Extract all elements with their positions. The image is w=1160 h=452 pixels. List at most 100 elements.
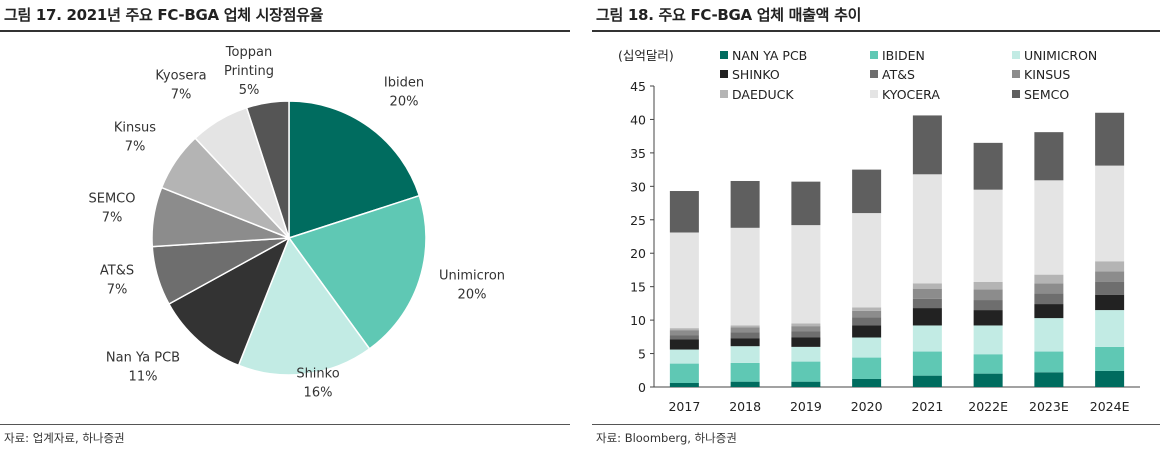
bar-segment-semco-2021 — [912, 115, 942, 175]
bar-segment-shinko-2022e — [973, 310, 1003, 326]
bar-segment-kyocera-2018 — [730, 227, 760, 326]
legend-label-kinsus: KINSUS — [1024, 67, 1070, 82]
pie-slice-ibiden — [288, 100, 421, 240]
bar-segment-kinsus-2023e — [1034, 283, 1064, 294]
y-tick-label: 5 — [638, 347, 646, 362]
bar-segment-unimicron-2019 — [791, 346, 821, 362]
bar-source-note: 자료: Bloomberg, 하나증권 — [596, 431, 737, 445]
bar-segment-kyocera-2022e — [973, 189, 1003, 282]
bar-segment-ibiden-2020 — [852, 357, 882, 379]
bar-segment-kinsus-2017 — [669, 330, 699, 336]
legend-label-at-s: AT&S — [882, 67, 915, 82]
bar-segment-kyocera-2017 — [669, 232, 699, 329]
source-rule — [0, 424, 570, 425]
bar-segment-daeduck-2024e — [1095, 261, 1125, 272]
bar-segment-daeduck-2021 — [912, 283, 942, 289]
bar-segment-unimicron-2018 — [730, 346, 760, 363]
bar-segment-semco-2024e — [1095, 112, 1125, 166]
x-tick-label: 2024E — [1090, 399, 1130, 414]
bar-segment-at-s-2023e — [1034, 293, 1064, 305]
bar-segment-ibiden-2022e — [973, 354, 1003, 374]
bar-segment-at-s-2018 — [730, 332, 760, 339]
x-tick-label: 2021 — [911, 399, 943, 414]
bar-segment-unimicron-2024e — [1095, 310, 1125, 347]
pie-label-at-s: AT&S 7% — [100, 264, 134, 298]
bar-segment-daeduck-2019 — [791, 323, 821, 327]
y-tick-label: 45 — [630, 79, 646, 94]
x-tick-label: 2020 — [851, 399, 883, 414]
bar-segment-semco-2019 — [791, 181, 821, 226]
bar-segment-unimicron-2023e — [1034, 318, 1064, 352]
y-tick-label: 20 — [630, 246, 646, 261]
bar-segment-shinko-2024e — [1095, 294, 1125, 311]
legend-label-kyocera: KYOCERA — [882, 87, 940, 102]
pie-chart-title: 그림 17. 2021년 주요 FC-BGA 업체 시장점유율 — [4, 6, 324, 24]
stacked-bar-chart: (십억달러) 0 5 10 15 20 25 30 35 40 45 2017 2018 2019 2020… — [618, 48, 1140, 414]
y-axis-unit-label: (십억달러) — [618, 48, 674, 63]
y-tick-label: 15 — [630, 280, 646, 295]
bar-chart-title: 그림 18. 주요 FC-BGA 업체 매출액 추이 — [596, 6, 862, 24]
bar-segment-shinko-2019 — [791, 337, 821, 347]
legend-swatch-kinsus — [1012, 70, 1020, 78]
y-tick-label: 0 — [638, 380, 646, 395]
bar-segment-shinko-2023e — [1034, 304, 1064, 319]
bar-segment-shinko-2020 — [852, 325, 882, 338]
x-tick-label: 2022E — [968, 399, 1008, 414]
pie-slice-shinko — [237, 236, 371, 376]
bar-segment-daeduck-2022e — [973, 281, 1003, 290]
pie-chart-panel: 그림 17. 2021년 주요 FC-BGA 업체 시장점유율 Ibiden 20… — [0, 0, 570, 452]
bar-segment-at-s-2021 — [912, 298, 942, 309]
bar-segment-at-s-2017 — [669, 335, 699, 340]
pie-label-shinko: Shinko 16% — [296, 367, 339, 401]
title-rule — [592, 30, 1160, 32]
bar-segment-kinsus-2024e — [1095, 271, 1125, 282]
bar-segment-semco-2023e — [1034, 132, 1064, 181]
bar-segment-kinsus-2019 — [791, 326, 821, 332]
bar-segment-shinko-2018 — [730, 338, 760, 347]
bar-segment-daeduck-2017 — [669, 328, 699, 331]
bar-segment-shinko-2021 — [912, 308, 942, 326]
y-tick-label: 30 — [630, 179, 646, 194]
bar-segment-ibiden-2021 — [912, 351, 942, 376]
pie-label-nan-ya-pcb: Nan Ya PCB 11% — [106, 351, 180, 385]
pie-label-toppan-printing: Toppan Printing 5% — [224, 45, 274, 98]
bar-segment-kinsus-2022e — [973, 289, 1003, 301]
legend-label-unimicron: UNIMICRON — [1024, 48, 1097, 63]
title-rule — [0, 30, 570, 32]
bar-segment-ibiden-2024e — [1095, 346, 1125, 371]
x-tick-label: 2019 — [790, 399, 822, 414]
bar-chart-panel: 그림 18. 주요 FC-BGA 업체 매출액 추이 (십억달러) 0 5 10 15 2… — [592, 0, 1160, 452]
bar-segment-nan-ya-pcb-2019 — [791, 381, 821, 387]
bar-segment-nan-ya-pcb-2017 — [669, 382, 699, 387]
bar-segment-unimicron-2021 — [912, 325, 942, 352]
legend-label-shinko: SHINKO — [732, 67, 780, 82]
bar-segment-semco-2018 — [730, 180, 760, 228]
pie-slice-unimicron — [287, 194, 427, 350]
bar-segment-nan-ya-pcb-2023e — [1034, 372, 1064, 387]
bar-segment-kinsus-2018 — [730, 327, 760, 333]
bar-segment-kyocera-2019 — [791, 225, 821, 324]
bar-segment-kyocera-2024e — [1095, 165, 1125, 262]
legend-label-daeduck: DAEDUCK — [732, 87, 794, 102]
legend-label-semco: SEMCO — [1024, 87, 1069, 102]
bar-segment-semco-2022e — [973, 142, 1003, 190]
bar-segment-semco-2017 — [669, 191, 699, 233]
pie-chart: Ibiden 20% Unimicron 20% Shinko 16% Nan Ya PCB… — [89, 45, 506, 401]
legend-swatch-nan-ya-pcb — [720, 51, 728, 59]
bar-segment-nan-ya-pcb-2021 — [912, 375, 942, 387]
x-tick-label: 2023E — [1029, 399, 1069, 414]
bar-segment-ibiden-2023e — [1034, 351, 1064, 373]
bar-segment-unimicron-2020 — [852, 337, 882, 358]
x-tick-label: 2018 — [729, 399, 761, 414]
pie-source-note: 자료: 업계자료, 하나증권 — [4, 431, 125, 445]
bar-segment-daeduck-2018 — [730, 325, 760, 328]
bar-segment-ibiden-2017 — [669, 363, 699, 383]
pie-label-semco: SEMCO 7% — [89, 192, 136, 226]
bar-segment-kyocera-2023e — [1034, 180, 1064, 275]
bar-segment-daeduck-2020 — [852, 307, 882, 311]
pie-slice-nan-ya-pcb — [167, 236, 291, 367]
bar-segment-at-s-2024e — [1095, 281, 1125, 295]
bar-segment-kyocera-2021 — [912, 174, 942, 284]
y-tick-label: 35 — [630, 146, 646, 161]
legend-swatch-semco — [1012, 90, 1020, 98]
